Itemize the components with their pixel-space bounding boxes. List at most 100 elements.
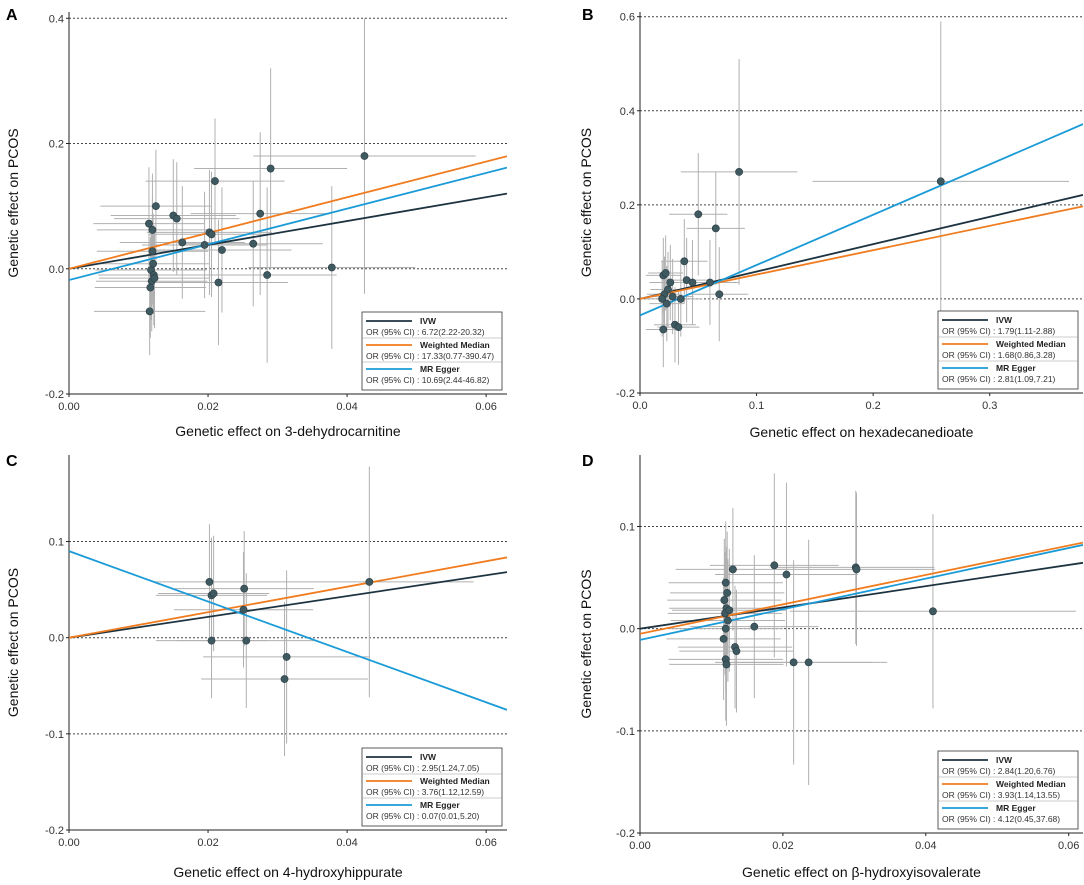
data-point bbox=[360, 152, 369, 160]
data-point bbox=[256, 209, 265, 218]
data-point bbox=[706, 278, 714, 287]
data-point bbox=[728, 565, 737, 574]
panel-d: D -0.2 -0.1 0.0 0.1 0.00 0.02 0.04 0.06 Genetic e… bbox=[578, 453, 1083, 880]
panel-a: A -0.2 0.0 0.2 0.4 0.00 0.02 0.04 0.06 Genetic ef… bbox=[5, 7, 507, 439]
x-tick-label: 0.00 bbox=[629, 840, 650, 852]
data-point bbox=[721, 624, 730, 633]
data-point bbox=[172, 214, 181, 223]
data-point bbox=[365, 578, 374, 586]
panel-letter: B bbox=[582, 7, 594, 24]
data-point bbox=[662, 299, 671, 308]
data-point bbox=[145, 219, 153, 228]
data-point bbox=[249, 239, 258, 248]
legend-method-label: MR Egger bbox=[996, 363, 1036, 373]
legend-box bbox=[361, 747, 503, 827]
legend-or-text: OR (95% CI) : 2.84(1.20,6.76) bbox=[942, 766, 1056, 776]
data-point bbox=[680, 257, 689, 266]
y-tick-label: 0.0 bbox=[49, 264, 64, 276]
y-tick-label: -0.1 bbox=[45, 729, 64, 741]
plot-area bbox=[640, 473, 1083, 785]
data-point bbox=[207, 230, 216, 239]
legend-box bbox=[361, 311, 503, 391]
x-tick-label: 0.0 bbox=[632, 400, 647, 412]
legend-or-text: OR (95% CI) : 3.76(1.12,12.59) bbox=[366, 787, 484, 797]
data-point bbox=[148, 226, 157, 234]
x-tick-label: 0.06 bbox=[475, 401, 496, 413]
x-tick-label: 0.00 bbox=[58, 401, 79, 413]
data-point bbox=[664, 285, 672, 294]
legend-or-text: OR (95% CI) : 1.79(1.11-2.88) bbox=[942, 326, 1055, 336]
y-tick-label: 0.6 bbox=[620, 12, 635, 24]
data-point bbox=[694, 210, 703, 219]
data-point bbox=[280, 675, 289, 683]
data-point bbox=[152, 202, 160, 211]
legend-or-text: OR (95% CI) : 10.69(2.44-46.82) bbox=[366, 375, 489, 385]
data-point bbox=[149, 259, 158, 268]
mr-egger-regression-line bbox=[69, 166, 507, 281]
mr-egger-regression-line bbox=[640, 544, 1083, 641]
legend-method-label: Weighted Median bbox=[996, 339, 1066, 349]
panel-c: C -0.2 -0.1 0.0 0.1 0.00 0.02 0.04 0.06 Genetic e… bbox=[5, 453, 507, 880]
data-point bbox=[688, 278, 697, 287]
data-point bbox=[178, 238, 187, 247]
weighted-median-regression-line bbox=[69, 556, 507, 639]
x-tick-label: 0.3 bbox=[982, 400, 997, 412]
data-point bbox=[721, 578, 730, 587]
y-tick-label: -0.2 bbox=[616, 388, 635, 400]
ivw-regression-line bbox=[640, 194, 1083, 300]
y-tick-label: 0.4 bbox=[620, 106, 635, 118]
weighted-median-regression-line bbox=[640, 541, 1083, 635]
data-point bbox=[723, 589, 732, 597]
data-point bbox=[674, 323, 683, 332]
ivw-regression-line bbox=[640, 561, 1083, 630]
x-axis-label: Genetic effect on hexadecanedioate bbox=[750, 424, 974, 440]
ivw-regression-line bbox=[69, 192, 507, 270]
x-tick-label: 0.00 bbox=[58, 837, 79, 849]
data-point bbox=[715, 290, 724, 299]
data-point bbox=[218, 246, 226, 254]
y-tick-label: 0.1 bbox=[620, 522, 635, 534]
mr-egger-regression-line bbox=[69, 550, 507, 711]
panel-letter: D bbox=[582, 453, 594, 470]
legend-method-label: IVW bbox=[420, 316, 437, 326]
x-tick-label: 0.02 bbox=[772, 840, 793, 852]
data-point bbox=[770, 561, 779, 570]
y-tick-label: 0.0 bbox=[49, 633, 64, 645]
legend-or-text: OR (95% CI) : 17.33(0.77-390.47) bbox=[366, 351, 494, 361]
data-point bbox=[668, 292, 677, 301]
y-tick-label: 0.2 bbox=[49, 139, 64, 151]
data-point bbox=[150, 274, 159, 283]
data-point bbox=[929, 607, 937, 616]
data-point bbox=[725, 606, 734, 615]
data-point bbox=[240, 584, 249, 593]
x-tick-label: 0.02 bbox=[197, 401, 218, 413]
data-point bbox=[750, 622, 759, 631]
y-tick-label: -0.2 bbox=[45, 825, 64, 837]
legend-or-text: OR (95% CI) : 6.72(2.22-20.32) bbox=[366, 327, 485, 337]
data-point bbox=[722, 660, 731, 669]
legend-or-text: OR (95% CI) : 4.12(0.45,37.68) bbox=[942, 814, 1060, 824]
legend-method-label: Weighted Median bbox=[420, 776, 490, 786]
data-point bbox=[936, 177, 945, 186]
data-point bbox=[211, 177, 219, 185]
legend-method-label: IVW bbox=[996, 315, 1013, 325]
data-point bbox=[719, 634, 728, 643]
y-tick-label: 0.1 bbox=[49, 537, 64, 549]
y-tick-label: -0.2 bbox=[616, 828, 635, 840]
legend-method-label: MR Egger bbox=[996, 803, 1036, 813]
data-point bbox=[207, 636, 216, 645]
x-tick-label: 0.1 bbox=[749, 400, 764, 412]
data-point bbox=[852, 565, 861, 574]
y-axis-label: Genetic effect on PCOS bbox=[5, 568, 21, 717]
x-axis-label: Genetic effect on β-hydroxyisovalerate bbox=[742, 864, 981, 880]
legend-method-label: MR Egger bbox=[420, 364, 460, 374]
y-axis-label: Genetic effect on PCOS bbox=[578, 128, 594, 277]
legend-or-text: OR (95% CI) : 1.68(0.86,3.28) bbox=[942, 350, 1056, 360]
weighted-median-regression-line bbox=[69, 155, 507, 270]
data-point bbox=[242, 636, 251, 645]
y-tick-label: -0.1 bbox=[616, 726, 635, 738]
legend-or-text: OR (95% CI) : 3.93(1.14,13.55) bbox=[942, 790, 1060, 800]
